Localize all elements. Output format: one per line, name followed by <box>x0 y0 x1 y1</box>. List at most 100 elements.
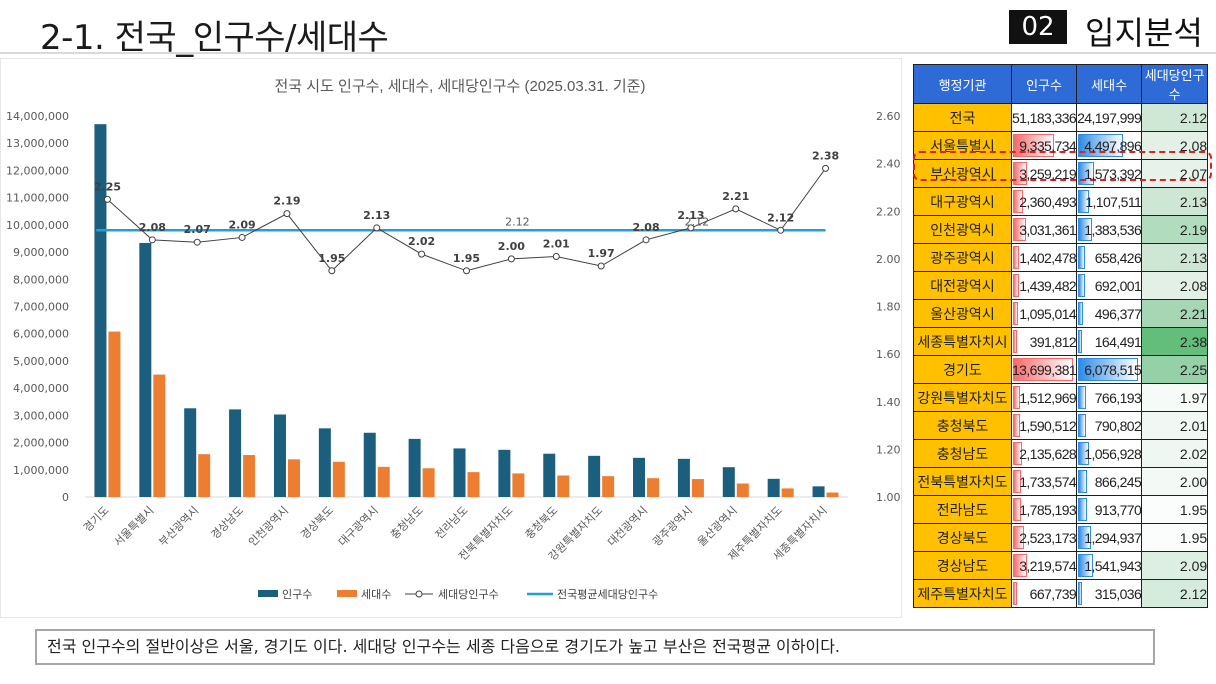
population-bar <box>767 478 780 497</box>
chart-title: 전국 시도 인구수, 세대수, 세대당인구수 (2025.03.31. 기준) <box>275 78 646 95</box>
ratio-cell: 2.13 <box>1141 187 1209 216</box>
population-cell: 1,590,512 <box>1010 411 1078 440</box>
pop-value: 1,439,482 <box>1019 277 1077 294</box>
ratio-data-label: 2.08 <box>632 221 659 234</box>
x-tick-label: 대전광역시 <box>605 504 650 549</box>
households-cell: 658,426 <box>1076 243 1143 272</box>
households-bar <box>557 475 570 497</box>
region-name-cell: 대구광역시 <box>913 187 1012 216</box>
ratio-point <box>777 226 785 234</box>
hh-databar <box>1078 498 1088 521</box>
y-left-tick-label: 4,000,000 <box>13 382 69 395</box>
header-ratio: 세대당인구수 <box>1141 64 1209 104</box>
x-tick-label: 충청북도 <box>523 504 561 542</box>
table-row: 제주특별자치도 667,739 315,036 2.12 <box>913 579 1209 608</box>
households-bar <box>287 459 300 497</box>
households-bar <box>467 472 480 497</box>
pop-value: 1,590,512 <box>1019 417 1077 434</box>
households-cell: 1,056,928 <box>1076 439 1143 468</box>
region-name-cell: 강원특별자치도 <box>913 383 1012 412</box>
ratio-cell: 2.19 <box>1141 215 1209 244</box>
pop-databar <box>1013 386 1020 409</box>
average-data-label: 2.12 <box>685 215 710 228</box>
pop-value: 1,733,574 <box>1019 473 1077 490</box>
ratio-cell: 2.21 <box>1141 299 1209 328</box>
hh-databar <box>1078 470 1087 493</box>
ratio-data-label: 2.02 <box>408 235 435 248</box>
header-households: 세대수 <box>1076 64 1143 104</box>
region-name-cell: 세종특별자치시 <box>913 327 1012 356</box>
legend-swatch-population <box>258 590 278 597</box>
y-right-tick-label: 1.80 <box>876 301 900 314</box>
region-name-cell: 제주특별자치도 <box>913 579 1012 608</box>
y-left-tick-label: 9,000,000 <box>13 246 69 259</box>
pop-value: 1,095,014 <box>1019 305 1077 322</box>
hh-value: 1,294,937 <box>1084 529 1142 546</box>
section-label: 입지분석 <box>1085 14 1203 52</box>
pop-value: 1,402,478 <box>1019 249 1077 266</box>
y-right-tick-label: 2.20 <box>876 205 900 218</box>
pop-value: 391,812 <box>1029 333 1077 350</box>
pop-databar <box>1013 358 1074 381</box>
y-right-tick-label: 2.60 <box>876 110 900 123</box>
x-tick-label: 인천광역시 <box>245 503 291 549</box>
population-bar <box>363 432 376 497</box>
population-bar <box>94 124 107 498</box>
region-name-cell: 경상북도 <box>913 523 1012 552</box>
households-cell: 766,193 <box>1076 383 1143 412</box>
households-bar <box>422 468 435 497</box>
hh-value: 766,193 <box>1094 389 1142 406</box>
hh-value: 496,377 <box>1094 305 1142 322</box>
pop-databar <box>1013 190 1024 213</box>
population-bar <box>318 428 331 497</box>
ratio-point <box>507 255 515 263</box>
households-bar <box>826 492 839 497</box>
region-name-cell: 충청남도 <box>913 439 1012 468</box>
pop-databar <box>1013 442 1023 465</box>
ratio-cell: 2.09 <box>1141 551 1209 580</box>
households-bar <box>781 488 794 497</box>
legend-marker-ratio <box>415 590 423 598</box>
pop-databar <box>1013 526 1025 549</box>
table-row: 전국 51,183,336 24,197,999 2.12 <box>913 103 1209 132</box>
table-row: 충청남도 2,135,628 1,056,928 2.02 <box>913 439 1209 468</box>
table-row: 광주광역시 1,402,478 658,426 2.13 <box>913 243 1209 272</box>
hh-value: 4,497,896 <box>1084 137 1142 154</box>
ratio-point <box>732 205 740 213</box>
hh-value: 6,078,515 <box>1084 361 1142 378</box>
households-cell: 866,245 <box>1076 467 1143 496</box>
region-name-cell: 인천광역시 <box>913 215 1012 244</box>
pop-databar <box>1013 274 1020 297</box>
x-tick-label: 울산광역시 <box>695 504 740 549</box>
ratio-cell: 2.25 <box>1141 355 1209 384</box>
ratio-data-label: 2.21 <box>722 190 749 203</box>
hh-databar <box>1078 554 1094 577</box>
hh-databar <box>1078 274 1085 297</box>
hh-value: 164,491 <box>1094 333 1142 350</box>
pop-databar <box>1013 470 1021 493</box>
population-chart: 전국 시도 인구수, 세대수, 세대당인구수 (2025.03.31. 기준) 0… <box>6 78 900 601</box>
households-cell: 496,377 <box>1076 299 1143 328</box>
ratio-point <box>238 233 246 241</box>
households-bar <box>691 479 704 497</box>
legend-label-average: 전국평균세대당인구수 <box>557 588 658 601</box>
y-left-tick-label: 14,000,000 <box>6 110 69 123</box>
households-bar <box>512 473 525 497</box>
x-tick-label: 서울특별시 <box>111 504 156 549</box>
region-name-cell: 대전광역시 <box>913 271 1012 300</box>
section-number-badge: 02 <box>1009 10 1067 44</box>
pop-value: 667,739 <box>1029 585 1077 602</box>
legend-label-population: 인구수 <box>282 588 312 601</box>
pop-databar <box>1013 498 1021 521</box>
pop-databar <box>1013 302 1018 325</box>
households-bar <box>243 455 256 497</box>
households-cell: 24,197,999 <box>1076 103 1143 132</box>
households-cell: 1,383,536 <box>1076 215 1143 244</box>
ratio-data-label: 1.97 <box>588 247 615 260</box>
households-bar <box>108 331 121 497</box>
header-population: 인구수 <box>1010 64 1078 104</box>
table-row: 강원특별자치도 1,512,969 766,193 1.97 <box>913 383 1209 412</box>
ratio-data-label: 2.13 <box>363 209 390 222</box>
x-tick-label: 전라남도 <box>433 504 471 542</box>
ratio-cell: 2.01 <box>1141 411 1209 440</box>
